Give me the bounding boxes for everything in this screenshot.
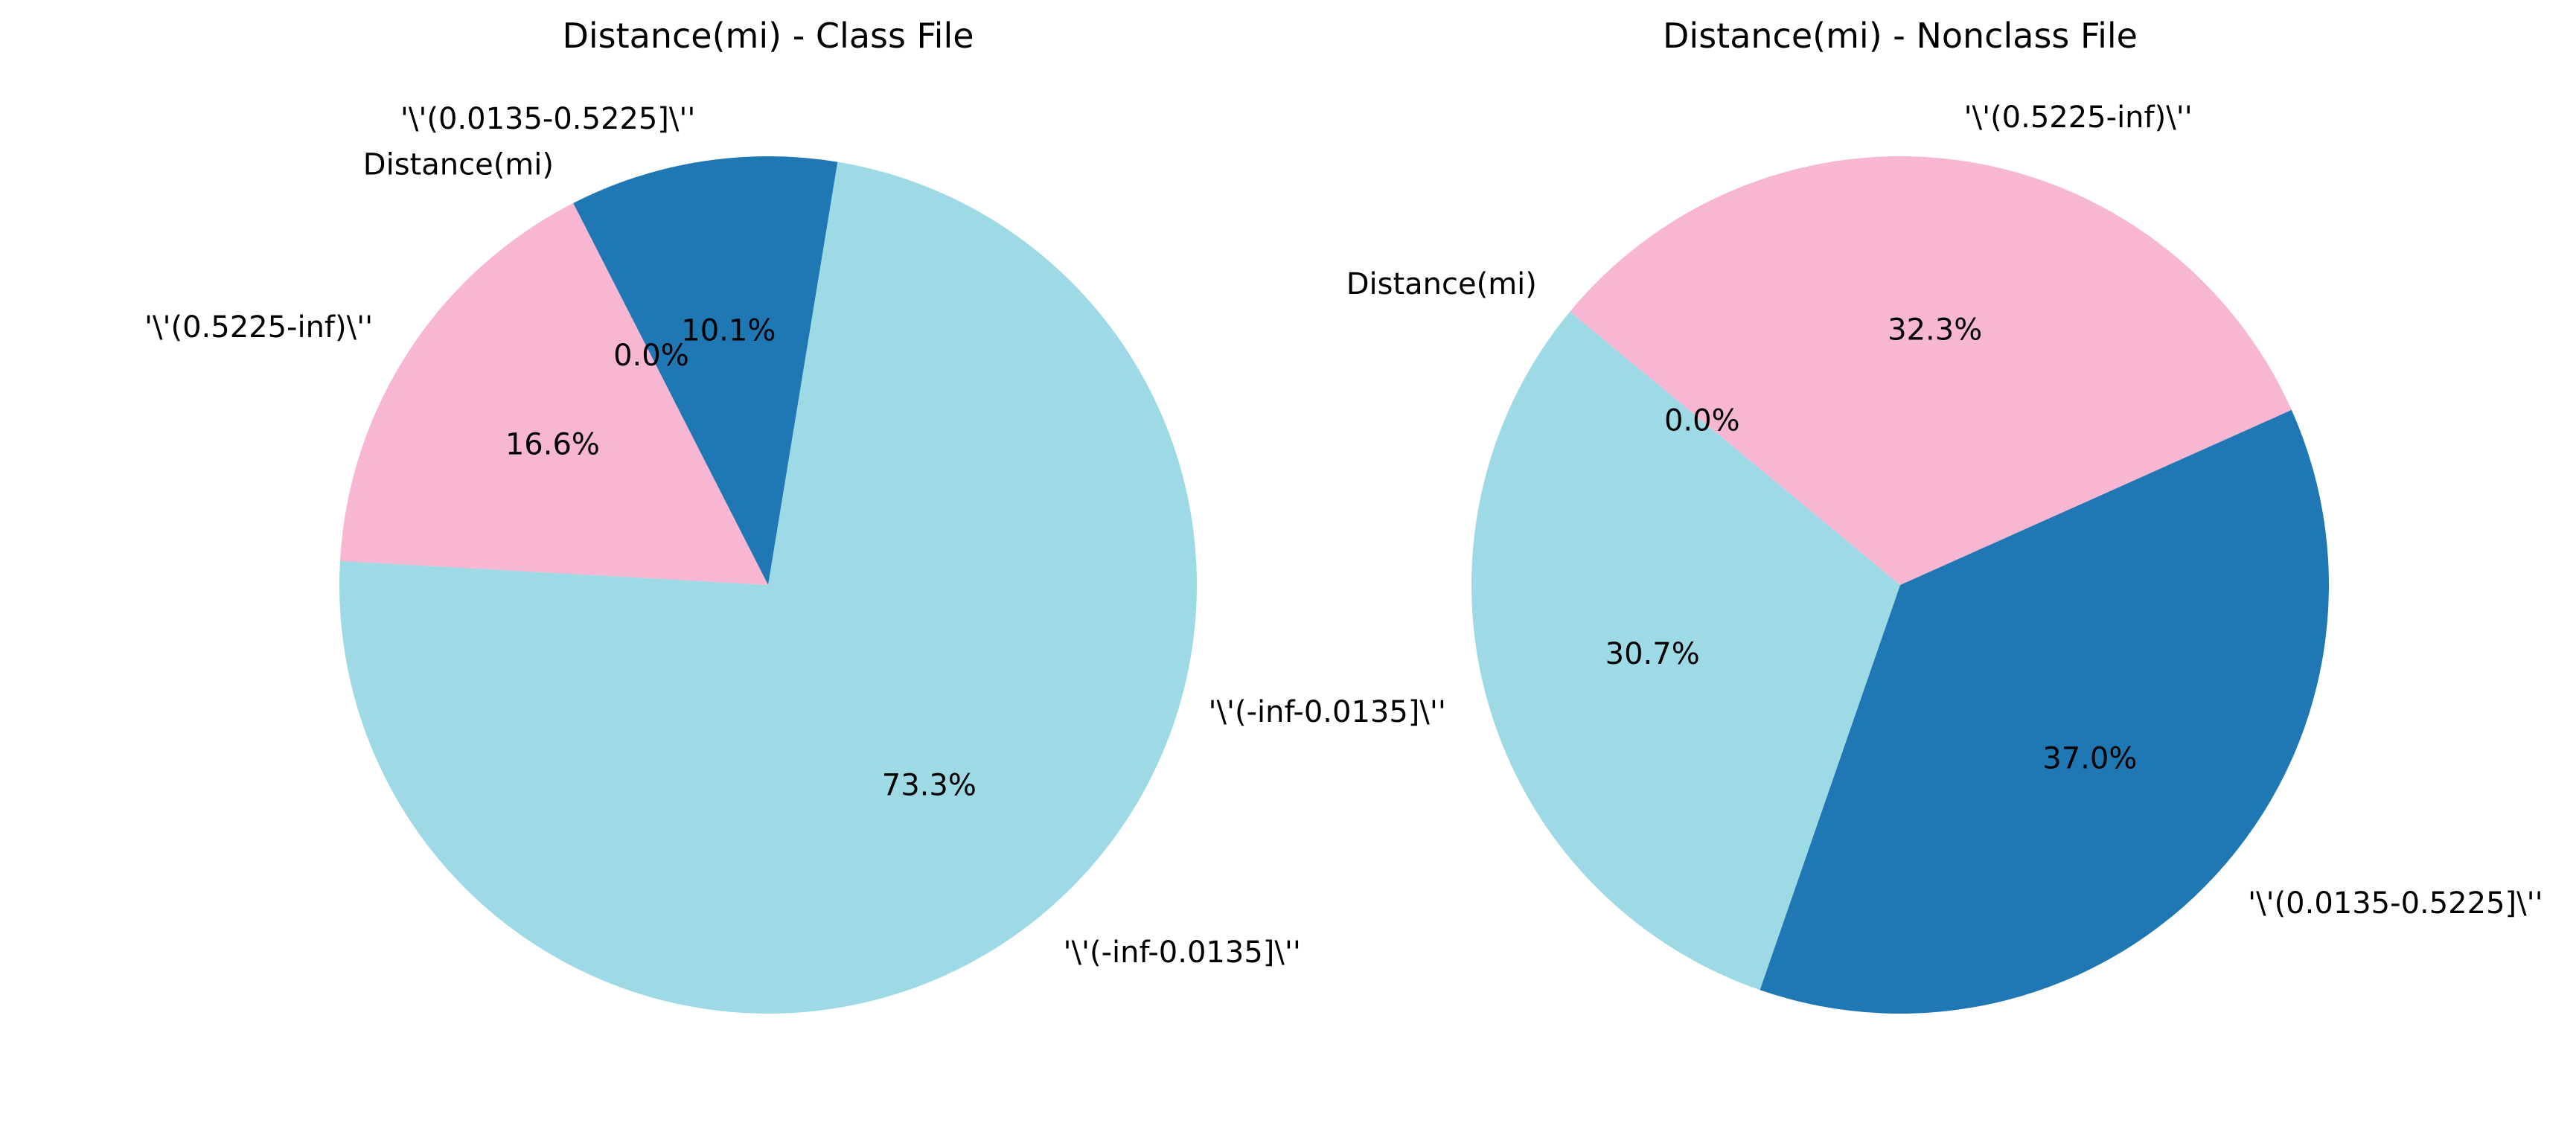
nonclass-file-chart-title: Distance(mi) - Nonclass File	[1663, 16, 2138, 56]
pct-label-0-0135-0-5225: 37.0%	[2042, 742, 2137, 776]
slice-label-0-5225-inf: '\'(0.5225-inf)\''	[1964, 100, 2193, 135]
pie-slice-inf-0-0135	[1471, 311, 1900, 991]
slice-label-0-0135-0-5225: '\'(0.0135-0.5225]\''	[400, 102, 696, 136]
class-file-chart-title: Distance(mi) - Class File	[562, 16, 974, 56]
pie-slice-0-0135-0-5225	[1760, 409, 2329, 1014]
pct-label-distance-mi: 0.0%	[1664, 404, 1740, 438]
pct-label-0-0135-0-5225: 10.1%	[681, 314, 776, 348]
slice-label-0-0135-0-5225: '\'(0.0135-0.5225]\''	[2248, 886, 2543, 921]
pct-label-0-5225-inf: 16.6%	[505, 427, 600, 461]
pie-slice-inf-0-0135	[339, 161, 1198, 1014]
slice-label-inf-0-0135: '\'(-inf-0.0135]\''	[1209, 695, 1446, 729]
pie-slice-0-5225-inf	[339, 202, 768, 586]
slice-label-inf-0-0135: '\'(-inf-0.0135]\''	[1064, 935, 1301, 970]
slice-label-0-5225-inf: '\'(0.5225-inf)\''	[144, 310, 373, 345]
slice-label-distance-mi: Distance(mi)	[1346, 267, 1537, 301]
pct-label-inf-0-0135: 30.7%	[1605, 637, 1700, 671]
pct-label-0-5225-inf: 32.3%	[1888, 313, 1982, 348]
slice-label-distance-mi: Distance(mi)	[363, 148, 554, 182]
pct-label-inf-0-0135: 73.3%	[882, 769, 977, 803]
pct-label-distance-mi: 0.0%	[613, 339, 689, 373]
pie-slice-0-5225-inf	[1570, 156, 2292, 585]
nonclass-file-pie-chart: Distance(mi) - Nonclass File '\'(0.0135-…	[1209, 16, 2543, 1014]
class-file-pie-chart: Distance(mi) - Class File '\'(-inf-0.013…	[144, 16, 1301, 1014]
pie-slice-0-0135-0-5225	[573, 156, 838, 585]
